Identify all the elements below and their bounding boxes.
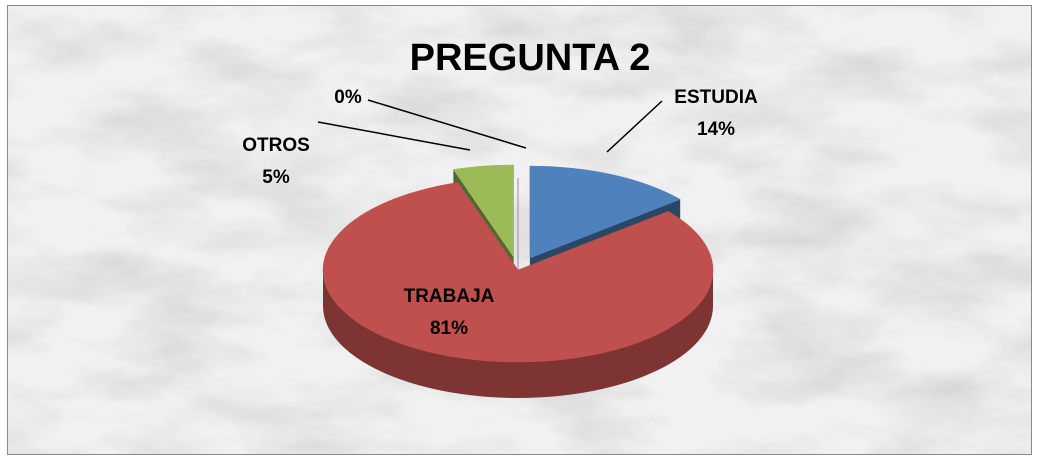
value-label: 14% (697, 119, 735, 140)
chart-border (7, 5, 1032, 455)
labels: ESTUDIA 14% TRABAJA 81% OTROS 5% 0% (242, 87, 758, 339)
value-label: 5% (262, 167, 290, 188)
leader-line (606, 100, 663, 153)
category-label: ESTUDIA (674, 87, 758, 108)
pie (322, 164, 714, 398)
category-label: TRABAJA (404, 286, 495, 307)
value-label: 81% (430, 318, 468, 339)
leader-line (317, 121, 471, 151)
slice (529, 165, 681, 259)
slice (452, 164, 514, 258)
slice (322, 182, 714, 363)
slice-side (323, 270, 713, 398)
chart-title: PREGUNTA 2 (410, 37, 651, 79)
category-label: OTROS (242, 135, 310, 156)
value-label: 0% (334, 87, 362, 108)
leader-line (367, 99, 527, 149)
